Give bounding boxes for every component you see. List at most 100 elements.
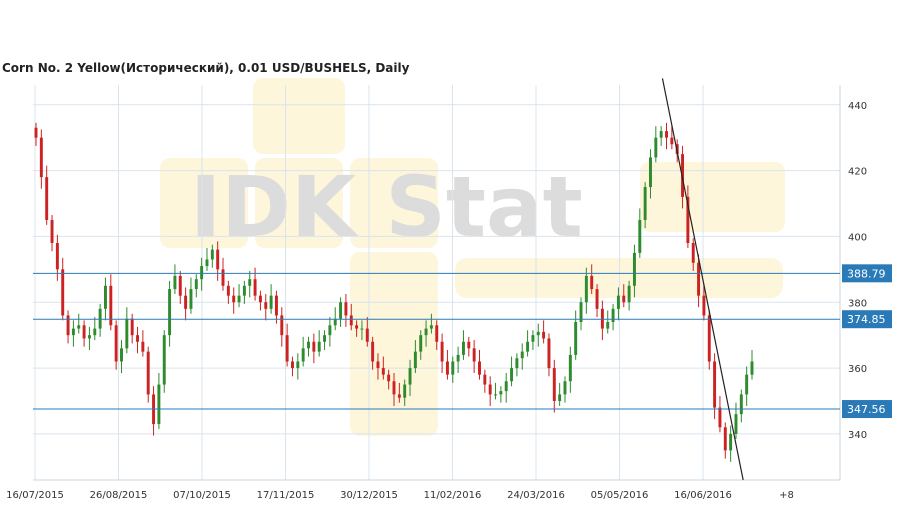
candle-body bbox=[312, 341, 316, 352]
candle-body bbox=[216, 249, 220, 270]
candle-body bbox=[616, 295, 620, 309]
y-tick-label: 420 bbox=[848, 167, 867, 178]
candle-body bbox=[745, 374, 749, 395]
candle-body bbox=[120, 348, 123, 362]
candle-body bbox=[632, 252, 636, 286]
candle-body bbox=[643, 187, 647, 220]
candle-body bbox=[547, 338, 551, 369]
candle-body bbox=[510, 368, 514, 382]
candle-body bbox=[488, 384, 492, 395]
candle-body bbox=[413, 351, 417, 369]
candle-body bbox=[184, 295, 188, 309]
level-label-box bbox=[842, 310, 892, 329]
candle-body bbox=[339, 302, 343, 319]
trendline bbox=[661, 78, 744, 481]
watermark-logo: IDK Stat bbox=[160, 78, 785, 436]
candle-body bbox=[451, 361, 455, 375]
candle-body bbox=[526, 341, 530, 352]
candle-body bbox=[445, 361, 449, 375]
candle-body bbox=[461, 341, 465, 355]
trendline-group bbox=[661, 78, 744, 481]
candle-body bbox=[392, 381, 396, 395]
candle-body bbox=[125, 318, 129, 349]
x-tick-label: 11/02/2016 bbox=[424, 490, 482, 501]
candle-body bbox=[504, 381, 508, 392]
candle-body bbox=[739, 394, 743, 415]
tick-labels: 340 360 380 400 420 440 16/07/2015 26/08/2015 07… bbox=[6, 101, 867, 501]
candle-body bbox=[71, 328, 75, 336]
candle-body bbox=[264, 302, 268, 309]
candle-body bbox=[686, 196, 690, 243]
candle-body bbox=[579, 302, 583, 322]
candle-body bbox=[515, 358, 519, 369]
candle-body bbox=[323, 335, 327, 342]
candle-body bbox=[291, 361, 294, 369]
candle-body bbox=[333, 318, 337, 326]
candle-body bbox=[638, 219, 642, 253]
candle-body bbox=[697, 262, 701, 296]
candle-body bbox=[146, 351, 150, 395]
candle-body bbox=[200, 266, 204, 280]
candle-body bbox=[376, 361, 380, 369]
candle-body bbox=[274, 295, 278, 316]
candle-body bbox=[649, 157, 652, 188]
level-label-box bbox=[842, 264, 892, 283]
x-tick-label: 05/05/2016 bbox=[591, 490, 649, 501]
candle-body bbox=[242, 285, 246, 296]
candle-body bbox=[622, 295, 626, 303]
x-tick-label: 30/12/2015 bbox=[340, 490, 398, 501]
candle-body bbox=[210, 249, 214, 260]
candle-body bbox=[558, 394, 562, 401]
watermark-text: IDK Stat bbox=[190, 158, 583, 256]
candle-body bbox=[285, 335, 289, 362]
levels: 388.79 374.85 347.56 bbox=[33, 264, 892, 419]
candle-body bbox=[654, 137, 658, 158]
candle-body bbox=[226, 285, 230, 296]
candle-body bbox=[280, 315, 284, 336]
candle-body bbox=[467, 341, 471, 349]
candle-body bbox=[296, 361, 300, 369]
candle-body bbox=[317, 341, 321, 352]
candle-body bbox=[237, 295, 241, 303]
candle-body bbox=[232, 295, 236, 303]
candle-body bbox=[355, 325, 359, 329]
candle-body bbox=[419, 335, 423, 352]
y-tick-label: 380 bbox=[848, 298, 867, 309]
candle-body bbox=[456, 354, 460, 362]
candle-body bbox=[424, 328, 428, 336]
candle-body bbox=[665, 131, 668, 138]
candle-body bbox=[93, 328, 97, 336]
candle-body bbox=[39, 137, 43, 178]
candle-body bbox=[552, 368, 556, 401]
candle-body bbox=[499, 391, 503, 395]
candle-body bbox=[611, 308, 615, 322]
candle-body bbox=[162, 335, 166, 385]
level-label: 347.56 bbox=[847, 403, 886, 416]
candle-body bbox=[723, 427, 727, 451]
candle-body bbox=[435, 325, 439, 342]
x-tick-label: 07/10/2015 bbox=[173, 490, 231, 501]
x-tick-label: 24/03/2016 bbox=[507, 490, 565, 501]
candle-body bbox=[381, 368, 385, 375]
candle-body bbox=[397, 394, 401, 398]
candle-body bbox=[189, 289, 193, 309]
candle-body bbox=[130, 318, 134, 336]
candle-body bbox=[66, 315, 70, 336]
axes bbox=[33, 85, 841, 481]
candle-body bbox=[103, 285, 107, 309]
candle-body bbox=[194, 279, 198, 290]
candle-body bbox=[536, 331, 540, 336]
candle-body bbox=[61, 269, 65, 316]
candle-body bbox=[45, 177, 49, 220]
candle-body bbox=[221, 269, 225, 286]
candles bbox=[34, 122, 754, 462]
candle-body bbox=[253, 279, 257, 296]
candle-body bbox=[429, 325, 433, 329]
x-tick-label: 26/08/2015 bbox=[90, 490, 148, 501]
candle-body bbox=[734, 414, 738, 434]
candle-body bbox=[478, 361, 481, 375]
candle-body bbox=[718, 407, 722, 428]
y-tick-label: 440 bbox=[848, 101, 867, 112]
candle-body bbox=[173, 275, 177, 290]
candle-body bbox=[205, 259, 209, 267]
